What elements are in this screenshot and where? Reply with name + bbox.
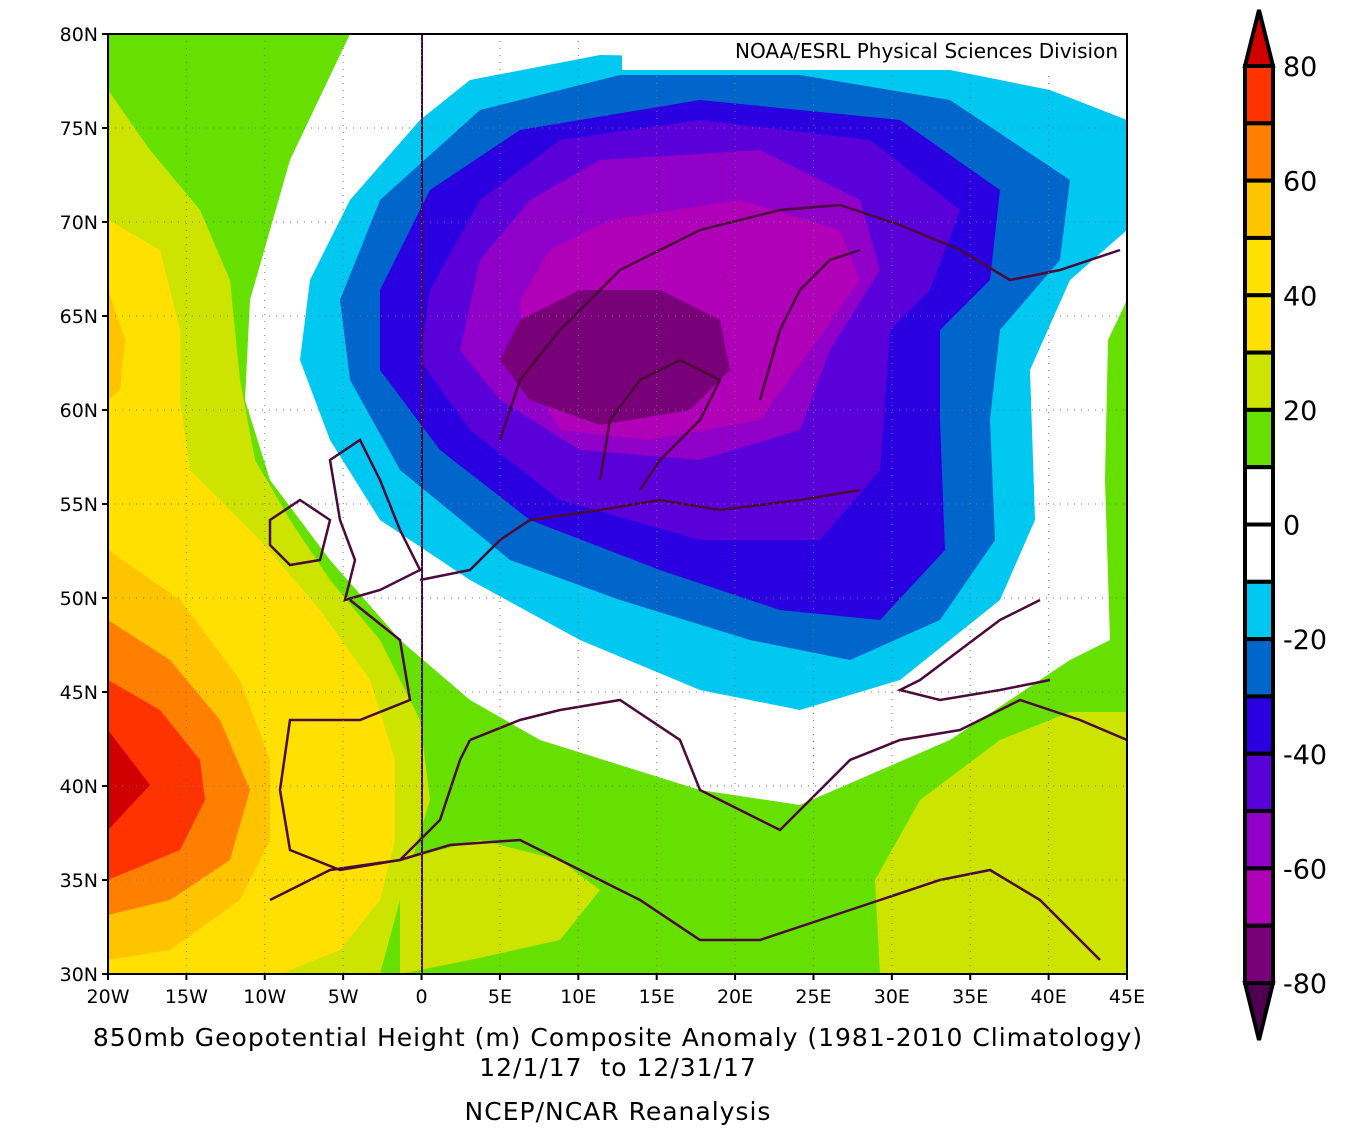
lon-label: 0	[415, 986, 427, 1008]
lon-label: 35E	[952, 986, 988, 1008]
lon-label: 20W	[87, 986, 130, 1008]
colorbar-label: 0	[1283, 511, 1300, 542]
contour-20-30-south	[400, 840, 600, 974]
lat-label: 35N	[60, 870, 98, 892]
colorbar-label: 80	[1283, 52, 1317, 83]
colorbar-label: 60	[1283, 167, 1317, 198]
lat-axis: 80N 75N 70N 65N 60N 55N 50N 45N 40N 35N 30N	[60, 24, 108, 986]
contour-right-green	[1108, 340, 1127, 690]
colorbar-swatch	[1243, 809, 1275, 871]
title-line1: 850mb Geopotential Height (m) Composite …	[93, 1023, 1143, 1052]
colorbar-swatch	[1243, 178, 1275, 240]
colorbar-label: -20	[1283, 625, 1327, 656]
colorbar-swatch	[1243, 293, 1275, 355]
title-line2: 12/1/17 to 12/31/17	[479, 1053, 757, 1082]
lon-label: 25E	[795, 986, 831, 1008]
lat-label: 80N	[60, 24, 98, 46]
lon-axis: 20W 15W 10W 5W 0 5E 10E 15E 20E 25E 30E 35E 40E 45E	[87, 974, 1145, 1008]
lat-label: 30N	[60, 964, 98, 986]
colorbar: 80 60 40 20 0 -20 -40 -60 -80	[1242, 9, 1327, 1041]
colorbar-swatch	[1243, 64, 1275, 126]
lat-label: 60N	[60, 400, 98, 422]
colorbar-swatch	[1243, 579, 1275, 642]
lat-label: 70N	[60, 212, 98, 234]
contour-field	[108, 34, 1127, 974]
lon-label: 15E	[639, 986, 675, 1008]
colorbar-swatch	[1243, 522, 1275, 584]
colorbar-swatch	[1243, 751, 1275, 814]
lon-label: 5W	[328, 986, 359, 1008]
lat-label: 55N	[60, 494, 98, 516]
colorbar-swatch	[1243, 637, 1275, 699]
lat-label: 75N	[60, 118, 98, 140]
colorbar-arrow-bottom	[1242, 981, 1276, 1041]
colorbar-label: 20	[1283, 396, 1317, 427]
lat-label: 65N	[60, 306, 98, 328]
lat-label: 40N	[60, 776, 98, 798]
colorbar-swatch	[1243, 923, 1275, 985]
contour-50-60-north	[108, 290, 125, 400]
contour-20-30-east	[875, 712, 1127, 974]
colorbar-label: 40	[1283, 281, 1317, 312]
lon-label: 40E	[1031, 986, 1067, 1008]
lon-label: 15W	[165, 986, 208, 1008]
contour-minus70	[500, 290, 730, 425]
lat-label: 50N	[60, 588, 98, 610]
colorbar-swatch	[1243, 235, 1275, 298]
lat-label: 45N	[60, 682, 98, 704]
lon-label: 10W	[243, 986, 286, 1008]
colorbar-label: -60	[1283, 854, 1327, 885]
contour-70-80	[108, 680, 205, 880]
colorbar-swatch	[1243, 407, 1275, 470]
colorbar-swatch	[1243, 350, 1275, 412]
colorbar-label: -40	[1283, 740, 1327, 771]
colorbar-swatch	[1243, 465, 1275, 527]
contour-above-80	[108, 730, 150, 830]
lon-label: 30E	[874, 986, 910, 1008]
credit-box	[622, 36, 1125, 70]
colorbar-swatch	[1243, 694, 1275, 756]
lon-label: 20E	[717, 986, 753, 1008]
lon-label: 10E	[560, 986, 596, 1008]
coastlines	[268, 203, 1127, 961]
colorbar-swatch	[1243, 866, 1275, 928]
colorbar-swatch	[1243, 121, 1275, 183]
colorbar-arrow-top	[1242, 9, 1276, 68]
credit-text: NOAA/ESRL Physical Sciences Division	[735, 39, 1118, 63]
lon-label: 5E	[488, 986, 512, 1008]
lon-label: 45E	[1109, 986, 1145, 1008]
source-text: NCEP/NCAR Reanalysis	[465, 1097, 772, 1126]
colorbar-label: -80	[1283, 969, 1327, 1000]
